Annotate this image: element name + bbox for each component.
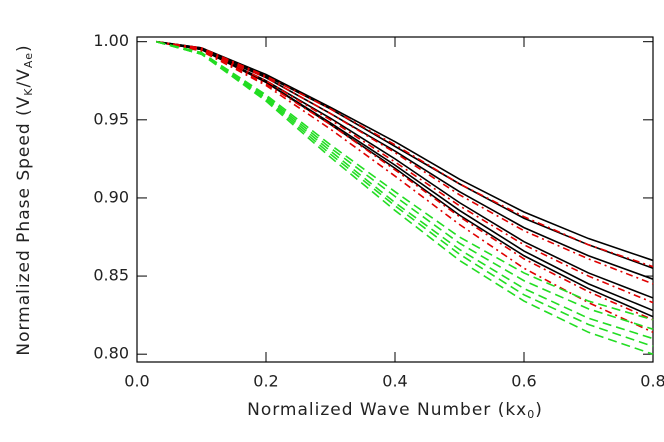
x-tick-label: 0.2	[253, 372, 278, 391]
x-tick-label: 0.6	[511, 372, 536, 391]
series-line	[156, 40, 654, 285]
series-line	[156, 40, 654, 340]
y-tick-label: 0.90	[93, 187, 129, 206]
x-axis-label: Normalized Wave Number (kx0)	[247, 400, 543, 421]
y-tick-label: 0.80	[93, 344, 129, 363]
series-line	[156, 40, 654, 348]
series-line	[156, 40, 654, 321]
series-line	[156, 40, 654, 280]
y-tick-label: 1.00	[93, 31, 129, 50]
y-tick-label: 0.95	[93, 109, 129, 128]
x-tick-label: 0.4	[382, 372, 407, 391]
series-line	[156, 40, 654, 299]
series-line	[156, 40, 654, 330]
y-axis-label: Normalized Phase Speed (VK/VAe)	[14, 44, 35, 355]
series-line	[156, 40, 654, 268]
x-tick-label: 0.0	[124, 372, 149, 391]
series-line	[156, 40, 654, 304]
series-line	[156, 40, 654, 355]
series-line	[156, 40, 654, 334]
y-tick-label: 0.85	[93, 266, 129, 285]
plot-frame	[136, 36, 654, 363]
series-line	[156, 40, 654, 318]
x-tick-label: 0.8	[640, 372, 664, 391]
